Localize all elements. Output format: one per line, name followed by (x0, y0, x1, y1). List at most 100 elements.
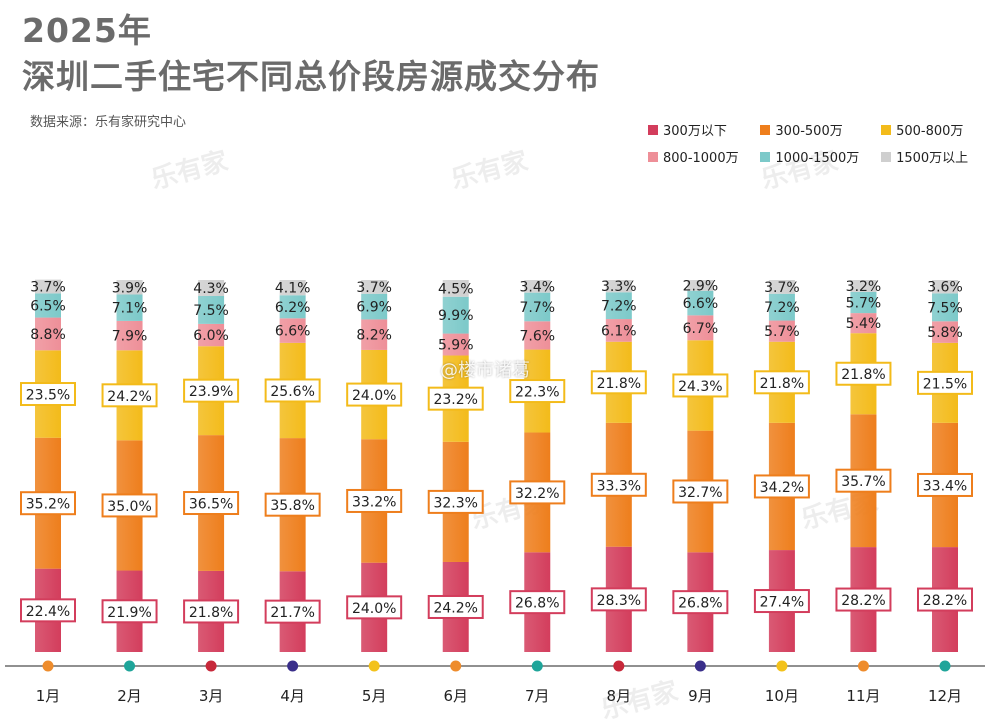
bar-segment (850, 291, 877, 314)
x-tick-label: 4月 (280, 687, 305, 705)
page-title-year: 2025年 (22, 11, 152, 50)
bar-segment (932, 321, 958, 343)
data-label: 21.8% (760, 376, 804, 392)
data-label: 3.3% (601, 279, 637, 295)
data-label-box (427, 594, 484, 619)
bar-segment (361, 293, 388, 320)
x-tick-label: 12月 (928, 687, 962, 705)
data-label: 26.8% (515, 596, 559, 612)
data-label-box (264, 599, 321, 624)
bar-segment (116, 320, 143, 351)
data-label: 35.7% (841, 474, 885, 490)
data-label: 6.1% (601, 323, 637, 339)
bar-segment (524, 280, 551, 293)
bar-segment (605, 292, 632, 320)
data-label-box (346, 382, 403, 407)
data-label-box (20, 598, 76, 623)
data-label-box (20, 491, 76, 516)
data-label: 23.2% (433, 392, 477, 408)
data-label-box (590, 370, 647, 395)
bar-segment (687, 280, 714, 291)
credit-watermark: @楼市诸葛 (440, 360, 530, 381)
bar-segment (932, 293, 958, 322)
data-label-box (183, 599, 240, 624)
bar-segment (850, 280, 877, 292)
legend-item: 1000-1500万 (760, 147, 869, 166)
data-label: 24.0% (352, 388, 396, 404)
data-label: 3.7% (764, 280, 800, 296)
data-label: 32.2% (515, 486, 559, 502)
x-tick-label: 10月 (765, 687, 799, 705)
data-label: 7.2% (764, 300, 800, 316)
data-label: 21.8% (841, 367, 885, 383)
data-label: 7.9% (112, 329, 148, 345)
legend-label: 1000-1500万 (775, 151, 860, 166)
data-label-box (509, 379, 566, 404)
data-label: 3.7% (30, 280, 66, 296)
data-label: 22.3% (515, 385, 559, 401)
data-label: 32.7% (678, 485, 722, 501)
data-label: 7.5% (927, 300, 963, 316)
data-label: 21.9% (107, 605, 151, 621)
data-label: 21.8% (597, 376, 641, 392)
bar-segment (442, 280, 469, 297)
data-label: 24.2% (433, 600, 477, 616)
data-label: 6.6% (275, 324, 311, 340)
month-marker-dot (776, 660, 788, 672)
bar-segment (850, 313, 877, 334)
data-label-box (101, 493, 158, 518)
data-label: 24.2% (107, 389, 151, 405)
month-marker-dot (613, 660, 625, 672)
data-source: 数据来源：乐有家研究中心 (30, 115, 187, 130)
data-label: 5.9% (438, 338, 474, 354)
bar-segment (35, 279, 61, 294)
data-label: 21.7% (270, 605, 314, 621)
bar-segment (361, 280, 388, 294)
data-label: 5.7% (846, 296, 882, 312)
data-label-box (427, 386, 484, 411)
data-label-box (346, 488, 403, 513)
data-label-box (917, 587, 973, 612)
month-marker-dot (531, 660, 543, 672)
data-label-box (672, 590, 729, 615)
data-label: 8.2% (356, 328, 392, 344)
data-label: 24.0% (352, 601, 396, 617)
bar-segment (687, 315, 714, 341)
bar-segment (35, 317, 61, 351)
bar-segment (442, 333, 469, 356)
data-label: 7.1% (112, 301, 148, 317)
legend-label: 300万以下 (663, 124, 727, 139)
data-label: 6.5% (30, 298, 66, 314)
legend-swatch (881, 124, 892, 135)
data-label: 7.5% (193, 303, 229, 319)
month-marker-dot (939, 660, 951, 672)
data-label: 3.7% (356, 280, 392, 296)
legend-item: 300万以下 (648, 120, 748, 139)
data-label: 3.9% (112, 280, 148, 296)
data-label: 35.8% (270, 498, 314, 514)
data-label-box (509, 480, 566, 505)
legend-label: 500-800万 (896, 124, 964, 139)
data-label: 23.9% (189, 384, 233, 400)
data-label: 22.4% (26, 604, 70, 620)
legend-label: 1500万以上 (896, 151, 969, 166)
month-marker-dot (42, 660, 54, 672)
legend-item: 800-1000万 (648, 147, 748, 166)
data-label: 35.0% (107, 499, 151, 515)
x-tick-label: 6月 (443, 687, 468, 705)
data-label-box (835, 587, 892, 612)
data-label-box (835, 361, 892, 386)
data-label: 21.5% (923, 376, 967, 392)
data-label-box (101, 383, 158, 408)
data-label-box (835, 468, 892, 493)
x-tick-label: 9月 (688, 687, 713, 705)
data-label: 7.7% (519, 300, 555, 316)
legend-swatch (881, 151, 892, 162)
data-label-box (590, 472, 647, 497)
data-label: 25.6% (270, 384, 314, 400)
data-label-box (672, 373, 729, 398)
data-label: 2.9% (683, 278, 719, 294)
data-label: 4.3% (193, 281, 229, 297)
data-label: 28.2% (923, 593, 967, 609)
data-label: 5.4% (846, 316, 882, 332)
